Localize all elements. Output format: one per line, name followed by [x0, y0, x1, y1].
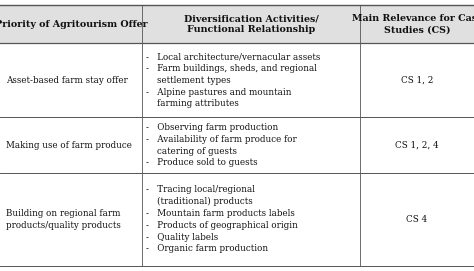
- Text: Asset-based farm stay offer: Asset-based farm stay offer: [6, 76, 128, 85]
- Bar: [0, 5, 474, 43]
- Text: -   Local architecture/vernacular assets
-   Farm buildings, sheds, and regional: - Local architecture/vernacular assets -…: [146, 52, 320, 108]
- Text: -   Tracing local/regional
    (traditional) products
-   Mountain farm products: - Tracing local/regional (traditional) p…: [146, 185, 298, 253]
- Text: Main Relevance for Case
Studies (CS): Main Relevance for Case Studies (CS): [352, 14, 474, 34]
- Text: -   Observing farm production
-   Availability of farm produce for
    catering : - Observing farm production - Availabili…: [146, 123, 297, 167]
- Text: CS 1, 2: CS 1, 2: [401, 76, 433, 85]
- Text: CS 1, 2, 4: CS 1, 2, 4: [395, 141, 439, 150]
- Text: Priority of Agritourism Offer: Priority of Agritourism Offer: [0, 20, 147, 29]
- Text: Building on regional farm
products/quality products: Building on regional farm products/quali…: [6, 209, 120, 230]
- Text: Diversification Activities/
Functional Relationship: Diversification Activities/ Functional R…: [184, 14, 319, 34]
- Text: CS 4: CS 4: [407, 215, 428, 224]
- Text: Making use of farm produce: Making use of farm produce: [6, 141, 132, 150]
